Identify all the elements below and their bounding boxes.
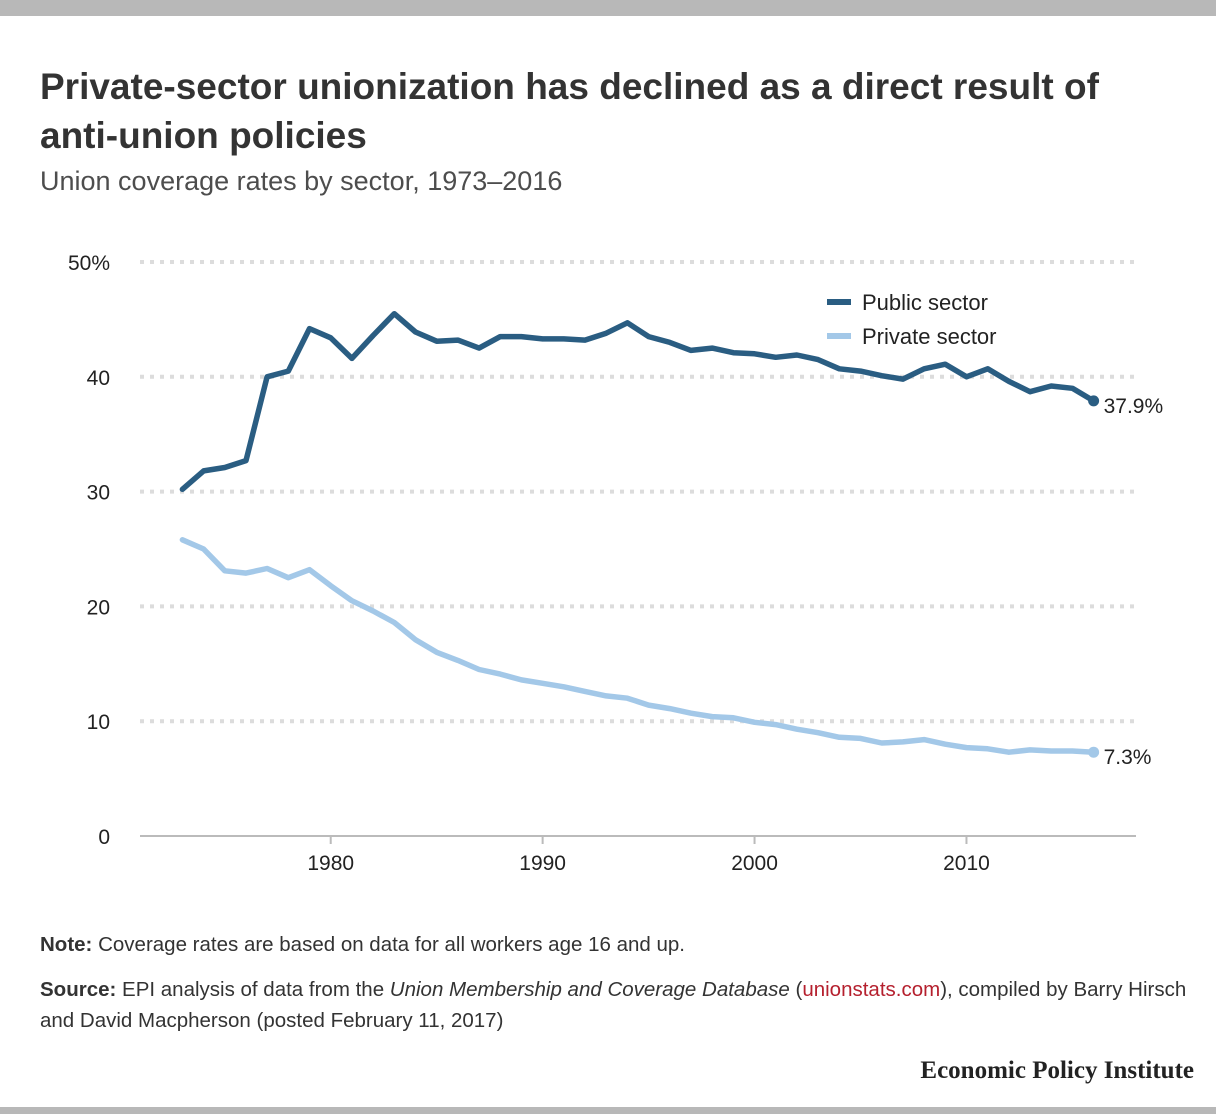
x-tick-label: 1990: [519, 852, 566, 875]
x-axis-ticks: 1980 1990 2000 2010: [307, 836, 990, 875]
legend-label: Private sector: [862, 324, 997, 349]
series-end-label: 7.3%: [1104, 746, 1152, 769]
y-tick-label: 40: [87, 367, 110, 390]
x-tick-label: 2010: [943, 852, 990, 875]
x-tick-label: 1980: [307, 852, 354, 875]
note-text: Note: Coverage rates are based on data f…: [40, 933, 685, 956]
y-tick-label: 50%: [68, 252, 110, 275]
top-band: [0, 0, 1216, 16]
series-end-point: [1088, 746, 1100, 758]
source-text: Source: EPI analysis of data from the Un…: [40, 978, 1187, 1032]
bottom-band: [0, 1107, 1216, 1114]
chart-subtitle: Union coverage rates by sector, 1973–201…: [40, 166, 563, 196]
series-line-private: [179, 537, 1097, 755]
legend-label: Public sector: [862, 290, 988, 315]
chart-title: Private-sector unionization has declined…: [40, 66, 1099, 156]
source-link[interactable]: unionstats.com: [802, 978, 941, 1001]
y-tick-label: 20: [87, 596, 110, 619]
series-line-public: [179, 310, 1097, 493]
x-tick-label: 2000: [731, 852, 778, 875]
series-end-label: 37.9%: [1104, 395, 1164, 418]
legend: Public sector Private sector: [827, 290, 997, 349]
y-tick-label: 30: [87, 482, 110, 505]
y-tick-label: 0: [98, 826, 110, 849]
y-axis-ticks: 0 10 20 30 40 50%: [68, 252, 110, 849]
brand-logo-text: Economic Policy Institute: [920, 1057, 1194, 1084]
series-end-point: [1088, 395, 1100, 407]
series-lines: 37.9% 7.3%: [179, 310, 1164, 769]
y-tick-label: 10: [87, 711, 110, 734]
